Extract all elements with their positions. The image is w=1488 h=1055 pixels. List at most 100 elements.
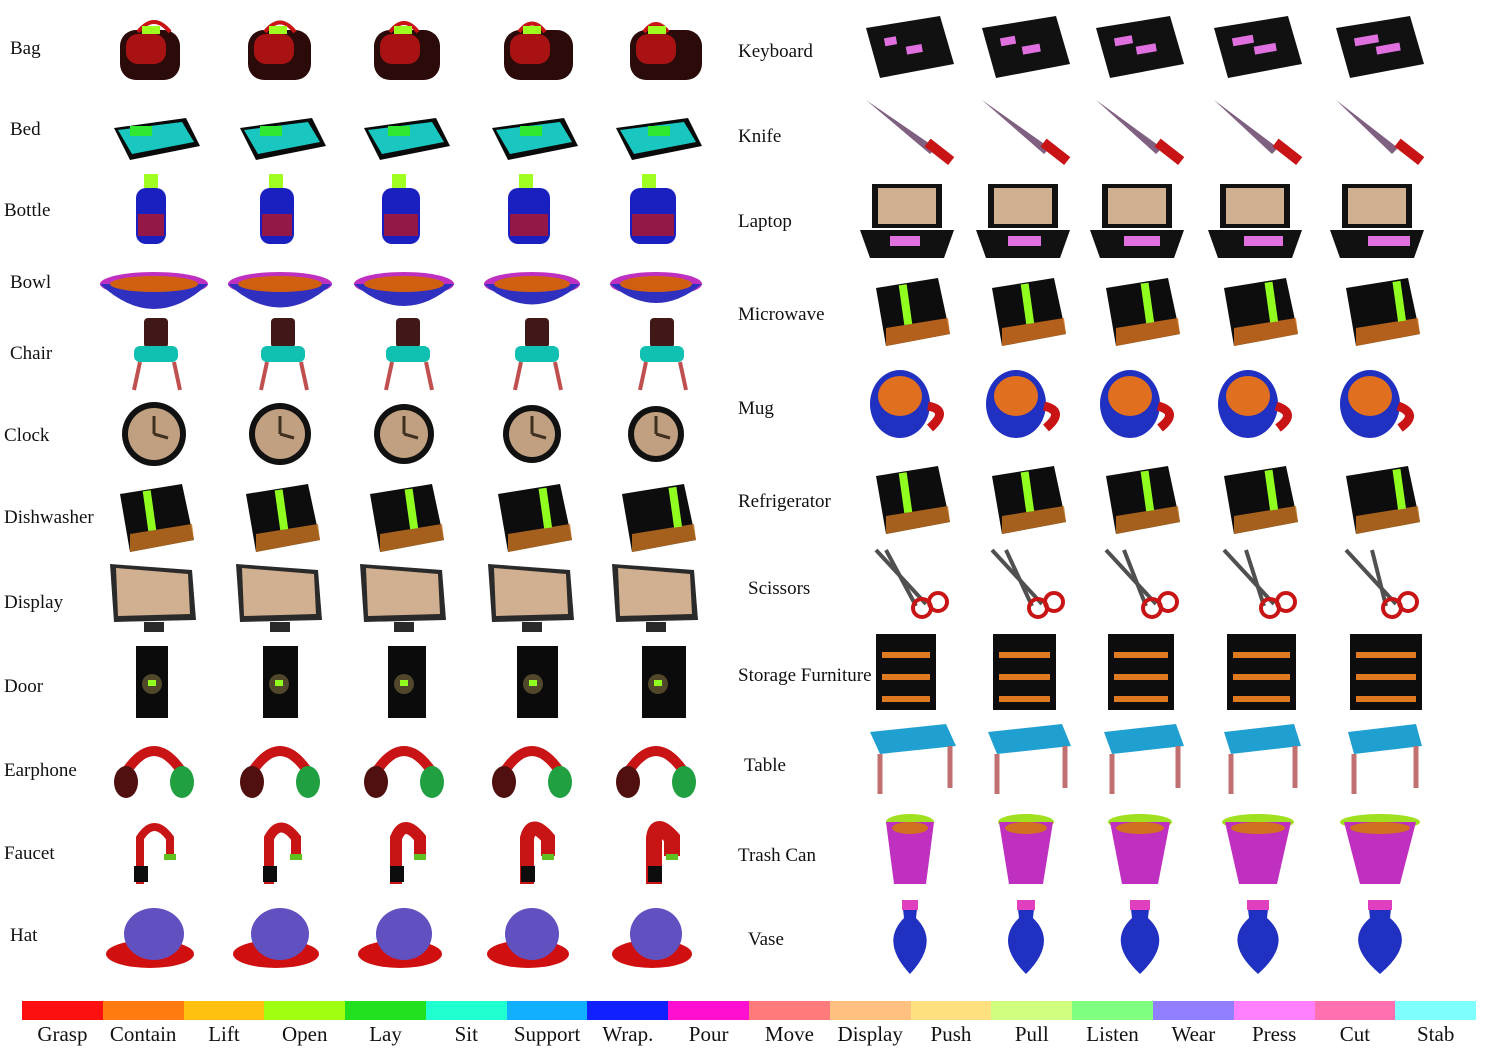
point-cloud-bottle-1 (90, 168, 218, 250)
point-cloud-bag-5 (592, 8, 720, 90)
legend-swatch-stab (1395, 1001, 1477, 1020)
legend-swatch-pull (991, 1001, 1073, 1020)
point-cloud-laptop-3 (1076, 180, 1204, 262)
point-cloud-knife-3 (1076, 92, 1204, 174)
category-label-hat: Hat (10, 925, 38, 946)
category-label-chair: Chair (10, 343, 53, 364)
category-label-knife: Knife (738, 126, 782, 147)
point-cloud-mug-5 (1316, 364, 1444, 446)
legend-swatch-lay (345, 1001, 426, 1020)
affordance-legend-labels: Grasp Contain Lift Open Lay Sit Support Wrap. Po… (22, 1022, 1476, 1052)
point-cloud-refrigerator-3 (1076, 456, 1204, 538)
point-cloud-vase-4 (1194, 896, 1322, 978)
legend-label-pour: Pour (688, 1022, 729, 1046)
legend-label-lift: Lift (208, 1022, 240, 1046)
point-cloud-laptop-1 (846, 180, 974, 262)
point-cloud-vase-2 (962, 896, 1090, 978)
legend-label-stab: Stab (1417, 1022, 1455, 1046)
legend-label-pull: Pull (1014, 1022, 1049, 1046)
legend-label-wear: Wear (1171, 1022, 1216, 1046)
point-cloud-mug-4 (1194, 364, 1322, 446)
point-cloud-storage-furniture-5 (1316, 630, 1444, 712)
point-cloud-bed-2 (216, 88, 344, 170)
point-cloud-bottle-4 (468, 168, 596, 250)
point-cloud-bowl-4 (468, 248, 596, 330)
point-cloud-door-1 (90, 640, 218, 722)
category-label-dishwasher: Dishwasher (4, 507, 94, 528)
category-label-earphone: Earphone (4, 760, 77, 781)
point-cloud-bag-3 (340, 8, 468, 90)
point-cloud-earphone-5 (592, 724, 720, 806)
point-cloud-faucet-1 (90, 808, 218, 890)
point-cloud-display-3 (340, 556, 468, 638)
point-cloud-bed-4 (468, 88, 596, 170)
point-cloud-faucet-5 (592, 808, 720, 890)
point-cloud-keyboard-5 (1316, 8, 1444, 90)
category-label-mug: Mug (738, 398, 774, 419)
point-cloud-display-1 (90, 556, 218, 638)
category-label-door: Door (4, 676, 44, 697)
point-cloud-knife-5 (1316, 92, 1444, 174)
category-label-bag: Bag (10, 38, 41, 59)
point-cloud-faucet-3 (340, 808, 468, 890)
legend-swatch-push (910, 1001, 992, 1020)
point-cloud-chair-2 (216, 312, 344, 394)
point-cloud-microwave-5 (1316, 268, 1444, 350)
point-cloud-hat-4 (468, 892, 596, 974)
point-cloud-vase-3 (1076, 896, 1204, 978)
category-label-microwave: Microwave (738, 304, 825, 325)
point-cloud-microwave-1 (846, 268, 974, 350)
point-cloud-bottle-3 (340, 168, 468, 250)
point-cloud-faucet-4 (468, 808, 596, 890)
point-cloud-bottle-2 (216, 168, 344, 250)
point-cloud-laptop-2 (962, 180, 1090, 262)
point-cloud-table-4 (1194, 718, 1322, 800)
point-cloud-vase-1 (846, 896, 974, 978)
legend-swatch-open (264, 1001, 346, 1020)
point-cloud-bag-4 (468, 8, 596, 90)
point-cloud-hat-3 (340, 892, 468, 974)
point-cloud-clock-5 (592, 392, 720, 474)
point-cloud-dishwasher-1 (90, 474, 218, 556)
point-cloud-keyboard-2 (962, 8, 1090, 90)
legend-label-display: Display (837, 1022, 903, 1046)
legend-swatch-pour (668, 1001, 750, 1020)
point-cloud-knife-2 (962, 92, 1090, 174)
legend-swatch-wear (1152, 1001, 1234, 1020)
point-cloud-refrigerator-1 (846, 456, 974, 538)
category-label-laptop: Laptop (738, 211, 792, 232)
category-label-bottle: Bottle (4, 200, 51, 221)
point-cloud-door-2 (216, 640, 344, 722)
point-cloud-door-3 (340, 640, 468, 722)
category-label-vase: Vase (748, 929, 784, 950)
point-cloud-hat-2 (216, 892, 344, 974)
point-cloud-storage-furniture-2 (962, 630, 1090, 712)
point-cloud-clock-1 (90, 392, 218, 474)
point-cloud-storage-furniture-1 (846, 630, 974, 712)
point-cloud-table-3 (1076, 718, 1204, 800)
point-cloud-keyboard-1 (846, 8, 974, 90)
legend-swatch-contain (102, 1001, 184, 1020)
point-cloud-chair-1 (90, 312, 218, 394)
point-cloud-bottle-5 (592, 168, 720, 250)
legend-label-sit: Sit (454, 1022, 478, 1046)
point-cloud-earphone-4 (468, 724, 596, 806)
point-cloud-table-5 (1316, 718, 1444, 800)
point-cloud-display-5 (592, 556, 720, 638)
point-cloud-scissors-1 (846, 544, 974, 626)
legend-swatch-listen (1072, 1001, 1153, 1020)
point-cloud-door-4 (468, 640, 596, 722)
category-label-display: Display (4, 592, 64, 613)
point-cloud-laptop-4 (1194, 180, 1322, 262)
point-cloud-refrigerator-4 (1194, 456, 1322, 538)
legend-swatch-display (829, 1001, 911, 1020)
legend-label-support: Support (513, 1022, 581, 1046)
legend-swatch-cut (1314, 1001, 1396, 1020)
legend-label-lay: Lay (369, 1022, 402, 1046)
category-label-storage-furniture: Storage Furniture (738, 665, 872, 686)
point-cloud-microwave-4 (1194, 268, 1322, 350)
category-label-faucet: Faucet (4, 843, 55, 864)
legend-label-open: Open (281, 1022, 328, 1046)
point-cloud-chair-5 (592, 312, 720, 394)
category-label-table: Table (744, 755, 786, 776)
